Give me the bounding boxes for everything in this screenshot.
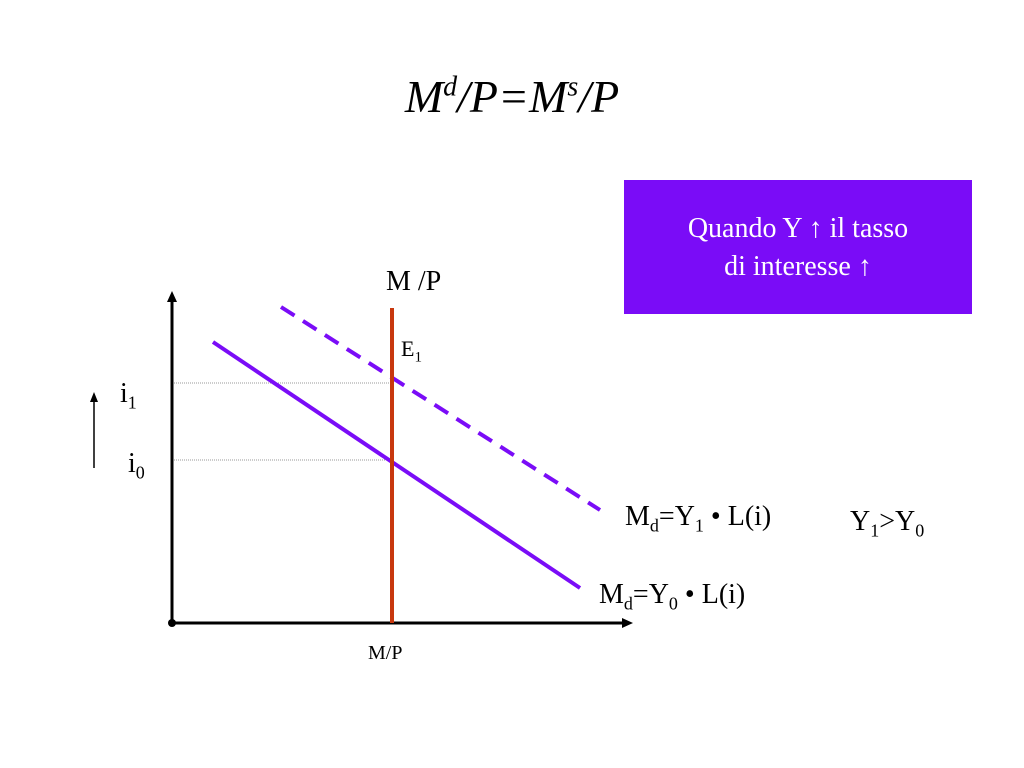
money-demand-curve-y0 [211,340,582,590]
money-supply-label: M /P [386,266,442,297]
callout-line-1: Quando Y ↑ il tasso [687,213,909,244]
i0-label: i0 [128,448,145,483]
money-demand-y0-label: Md=Y0 • L(i) [599,579,746,614]
slide-title: Md/P=Ms/P [404,71,620,122]
x-axis-label: M/P [368,642,403,664]
y-axis-arrowhead [167,291,177,302]
callout-line-2: di interesse ↑ [724,251,872,282]
callout-box: Quando Y ↑ il tasso di interesse ↑ [624,180,972,314]
up-arrow-icon-head [90,392,98,402]
origin-dot [168,619,176,627]
money-demand-curve-y1 [279,305,602,512]
equilibrium-label: E1 [401,336,422,366]
income-inequality-label: Y1>Y0 [850,506,925,541]
x-axis-arrowhead [622,618,633,628]
money-demand-y1-label: Md=Y1 • L(i) [625,501,772,536]
i1-label: i1 [120,378,137,413]
